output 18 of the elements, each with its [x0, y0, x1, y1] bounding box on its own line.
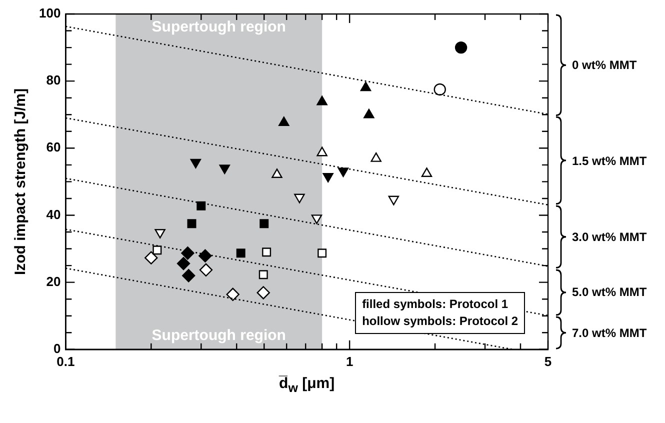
- x-axis-title: d̅$_{w}$ [μm]: [279, 375, 335, 396]
- annotation: hollow symbols: Protocol 2: [362, 314, 518, 328]
- x-tick-label: 5: [544, 354, 552, 369]
- y-tick-label: 100: [38, 6, 61, 21]
- text: 0 wt% MMT: [572, 58, 637, 72]
- x-tick-label: 0.1: [56, 354, 75, 369]
- y-tick-label: 80: [46, 72, 61, 88]
- text: 5.0 wt% MMT: [572, 285, 647, 300]
- text: 3.0 wt% MMT: [572, 230, 647, 244]
- y-tick-label: 20: [46, 274, 61, 289]
- text: 7.0 wt% MMT: [572, 326, 647, 340]
- y-tick-label: 0: [53, 340, 61, 356]
- x-tick-label: 1: [346, 354, 354, 369]
- y-axis-title: Izod impact strength [J/m]: [12, 88, 30, 276]
- y-tick-label: 60: [46, 140, 61, 155]
- text: 1.5 wt% MMT: [572, 154, 647, 168]
- y-tick-label: 40: [46, 206, 61, 222]
- annotation: filled symbols: Protocol 1: [362, 297, 508, 312]
